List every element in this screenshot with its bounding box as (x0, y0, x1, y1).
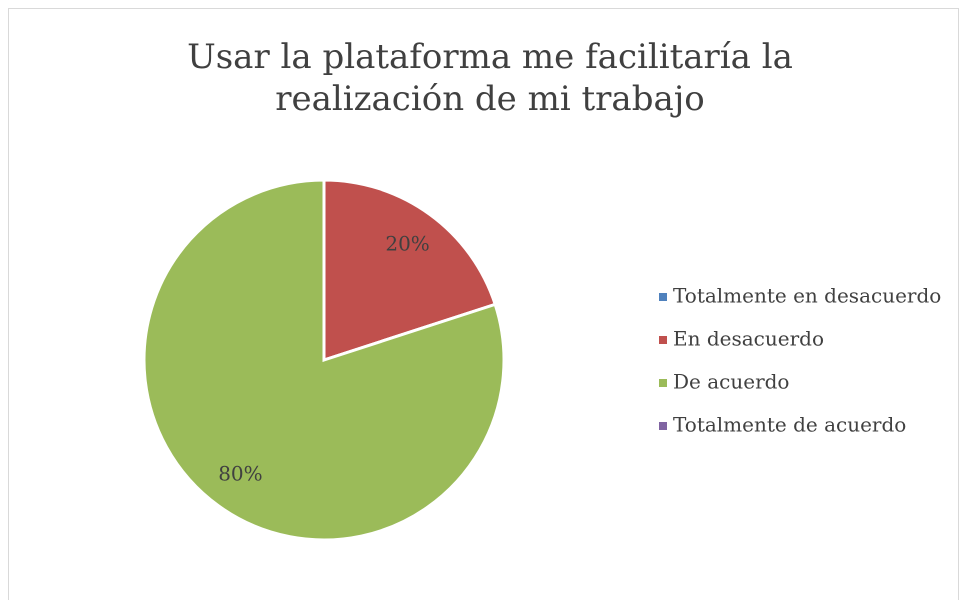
legend-swatch (659, 422, 667, 430)
data-label: 80% (218, 462, 262, 486)
pie-slice (142, 178, 506, 542)
legend-swatch (659, 293, 667, 301)
chart-frame (8, 8, 959, 600)
chart-title: Usar la plataforma me facilitaría la rea… (187, 37, 793, 119)
legend-swatch (659, 336, 667, 344)
legend-label: Totalmente de acuerdo (673, 413, 906, 437)
data-label: 20% (385, 231, 429, 255)
legend-label: En desacuerdo (673, 327, 824, 351)
legend-label: De acuerdo (673, 370, 789, 394)
pie-slice (322, 178, 498, 363)
legend-label: Totalmente en desacuerdo (673, 284, 941, 308)
legend-swatch (659, 379, 667, 387)
